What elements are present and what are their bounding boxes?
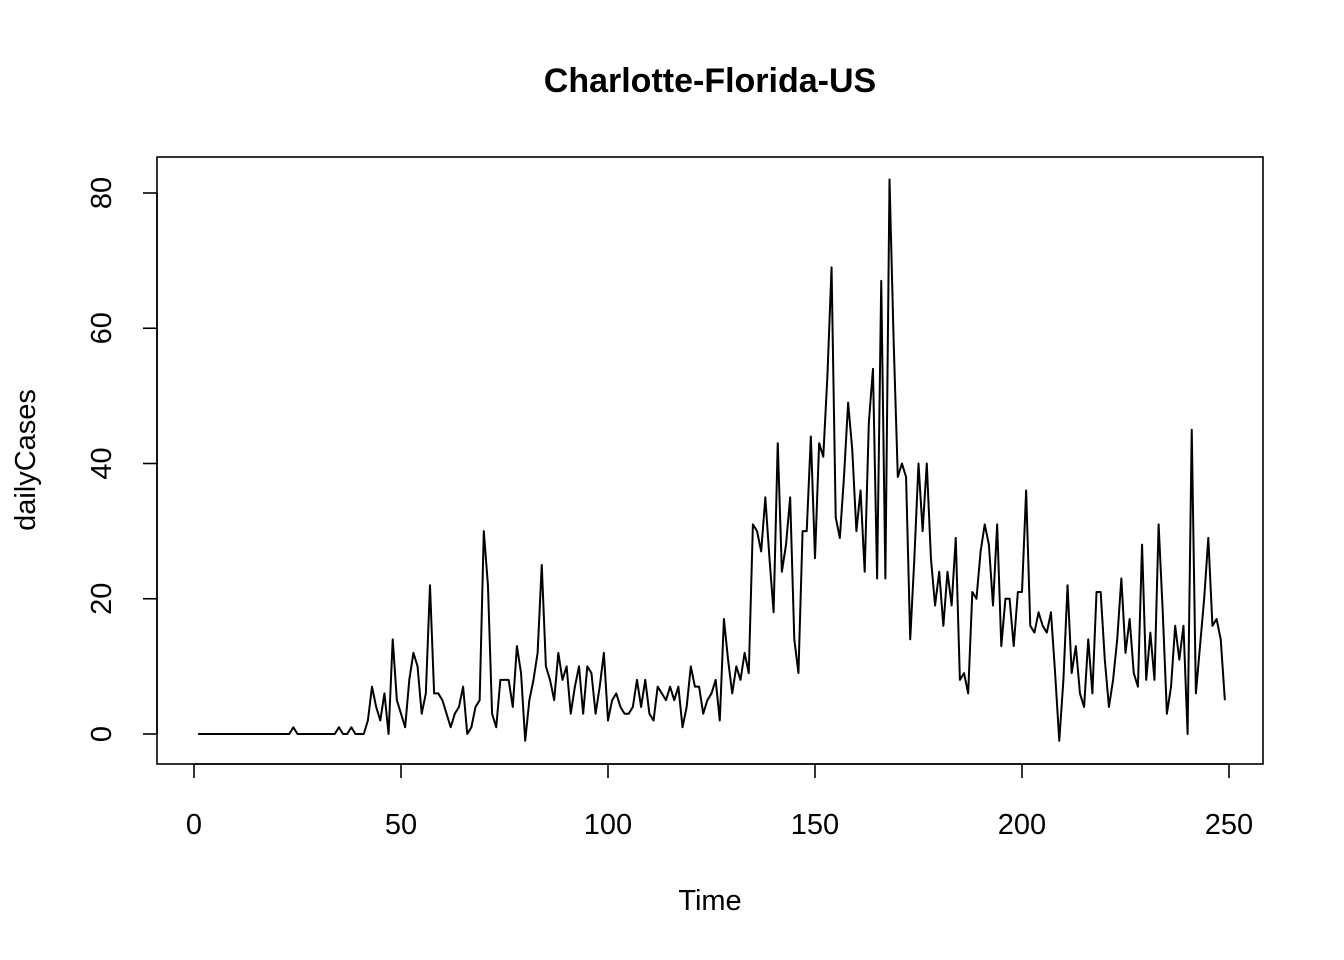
plot-frame [156,156,1264,765]
x-tick-label: 150 [791,809,839,841]
y-tick-label: 60 [86,312,118,344]
x-axis-label: Time [678,885,741,917]
y-axis-label: dailyCases [10,389,42,531]
series-line [198,178,1226,742]
x-tick-label: 50 [385,809,417,841]
y-tick-label: 80 [86,177,118,209]
series-group [198,178,1226,742]
y-axis: 0 20 40 60 80 [86,177,158,742]
x-tick-label: 250 [1205,809,1253,841]
y-tick-label: 0 [86,726,118,742]
x-tick-label: 0 [186,809,202,841]
x-tick-label: 200 [998,809,1046,841]
x-axis: 0 50 100 150 200 250 [186,763,1253,841]
chart-title: Charlotte-Florida-US [544,62,876,100]
y-tick-label: 40 [86,447,118,479]
y-tick-label: 20 [86,583,118,615]
x-tick-label: 100 [584,809,632,841]
